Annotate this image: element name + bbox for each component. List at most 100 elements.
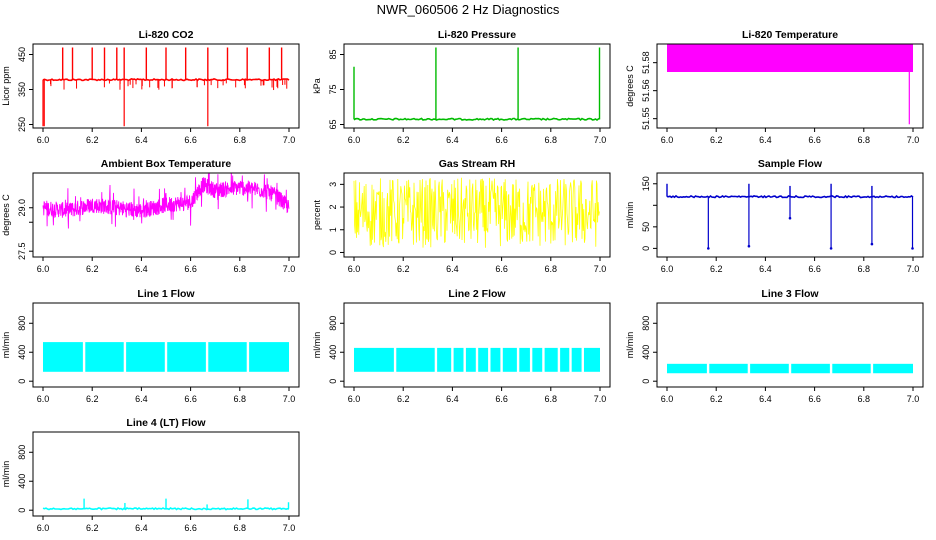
data-band bbox=[571, 347, 582, 372]
x-tick-label: 7.0 bbox=[283, 135, 296, 145]
x-tick-label: 6.8 bbox=[234, 394, 247, 404]
x-tick-label: 6.0 bbox=[661, 394, 674, 404]
y-tick-label: 800 bbox=[328, 316, 338, 331]
x-tick-label: 6.0 bbox=[37, 135, 50, 145]
x-tick-label: 6.4 bbox=[446, 394, 459, 404]
x-tick-label: 6.4 bbox=[135, 394, 148, 404]
x-tick-label: 6.8 bbox=[858, 264, 871, 274]
x-tick-label: 6.6 bbox=[808, 394, 821, 404]
y-axis-label: degrees C bbox=[1, 194, 11, 236]
x-tick-label: 6.6 bbox=[495, 135, 508, 145]
x-tick-label: 7.0 bbox=[594, 264, 607, 274]
y-tick-label: 400 bbox=[17, 474, 27, 489]
y-tick-label: 400 bbox=[641, 345, 651, 360]
data-band bbox=[532, 347, 543, 372]
data-point bbox=[911, 247, 914, 250]
x-tick-label: 6.4 bbox=[446, 264, 459, 274]
y-tick-label: 0 bbox=[328, 379, 338, 384]
data-point bbox=[829, 247, 833, 250]
data-band bbox=[126, 342, 165, 372]
x-tick-label: 6.0 bbox=[661, 135, 674, 145]
x-tick-label: 6.6 bbox=[184, 394, 197, 404]
plot-area bbox=[667, 44, 913, 125]
figure-title: NWR_060506 2 Hz Diagnostics bbox=[376, 2, 560, 17]
data-band bbox=[490, 347, 501, 372]
x-tick-label: 6.2 bbox=[397, 264, 410, 274]
plot-frame bbox=[343, 172, 611, 258]
y-axis-label: ml/min bbox=[625, 332, 635, 359]
plot-frame bbox=[656, 172, 924, 258]
y-axis-label: ml/min bbox=[1, 332, 11, 359]
x-tick-label: 7.0 bbox=[283, 523, 296, 533]
x-tick-label: 6.4 bbox=[446, 135, 459, 145]
x-tick-label: 7.0 bbox=[283, 394, 296, 404]
y-tick-label: 51.56 bbox=[641, 79, 651, 102]
data-band bbox=[85, 342, 124, 372]
panel-title: Li-820 Pressure bbox=[438, 29, 516, 41]
data-band bbox=[437, 347, 452, 372]
panel-title: Line 3 Flow bbox=[761, 288, 819, 300]
y-tick-label: 2 bbox=[328, 205, 338, 210]
data-point bbox=[747, 244, 751, 248]
data-band bbox=[465, 347, 476, 372]
data-band bbox=[354, 347, 394, 372]
x-tick-label: 6.8 bbox=[858, 135, 871, 145]
x-tick-label: 7.0 bbox=[283, 264, 296, 274]
panel-title: Line 2 Flow bbox=[448, 288, 506, 300]
panel-4: Ambient Box Temperature degrees C 6.0 6.2 6.… bbox=[1, 158, 300, 274]
plot-area bbox=[42, 498, 290, 511]
data-point bbox=[870, 242, 874, 246]
y-tick-label: 400 bbox=[328, 345, 338, 360]
x-tick-label: 6.6 bbox=[184, 135, 197, 145]
x-tick-label: 6.8 bbox=[234, 264, 247, 274]
data-band bbox=[750, 363, 789, 374]
plot-area bbox=[666, 183, 914, 250]
x-tick-label: 6.4 bbox=[135, 523, 148, 533]
y-tick-label: 800 bbox=[17, 445, 27, 460]
y-tick-label: 0 bbox=[641, 246, 651, 251]
data-band bbox=[583, 347, 600, 372]
data-band bbox=[832, 363, 871, 374]
x-tick-label: 6.4 bbox=[759, 135, 772, 145]
x-tick-label: 6.6 bbox=[495, 264, 508, 274]
plot-area bbox=[42, 47, 290, 127]
panel-title: Sample Flow bbox=[758, 158, 823, 170]
data-band bbox=[249, 342, 289, 372]
data-band bbox=[667, 44, 913, 72]
x-tick-label: 6.2 bbox=[86, 394, 99, 404]
y-tick-label: 85 bbox=[328, 49, 338, 59]
y-tick-label: 1 bbox=[328, 227, 338, 232]
data-band bbox=[167, 342, 206, 372]
data-band bbox=[208, 342, 247, 372]
x-tick-label: 6.8 bbox=[545, 264, 558, 274]
y-tick-label: 75 bbox=[328, 84, 338, 94]
x-tick-label: 6.2 bbox=[397, 135, 410, 145]
y-tick-label: 3 bbox=[328, 182, 338, 187]
x-tick-label: 7.0 bbox=[594, 135, 607, 145]
x-tick-label: 6.2 bbox=[86, 264, 99, 274]
y-tick-label: 0 bbox=[641, 379, 651, 384]
x-tick-label: 6.0 bbox=[37, 394, 50, 404]
plot-area bbox=[353, 177, 600, 248]
plot-area bbox=[667, 363, 913, 374]
data-band bbox=[791, 363, 830, 374]
y-tick-label: 65 bbox=[328, 119, 338, 129]
y-tick-label: 250 bbox=[17, 117, 27, 132]
data-point bbox=[707, 247, 710, 250]
panel-title: Line 1 Flow bbox=[137, 288, 195, 300]
y-tick-label: 50 bbox=[641, 222, 651, 232]
y-axis-label: Licor ppm bbox=[1, 66, 11, 106]
panel-title: Li-820 CO2 bbox=[139, 29, 194, 41]
panel-5: Gas Stream RH percent 6.0 6.2 6.4 6.6 6.8 7.0 0 1… bbox=[312, 158, 611, 274]
panel-10: Line 4 (LT) Flow ml/min 6.0 6.2 6.4 6.6 6.8 7.0… bbox=[1, 417, 300, 533]
data-band bbox=[560, 347, 570, 372]
data-band bbox=[396, 347, 435, 372]
panel-1: Li-820 CO2 Licor ppm 6.0 6.2 6.4 6.6 6.8 7.0 250… bbox=[1, 29, 300, 145]
x-tick-label: 6.0 bbox=[37, 523, 50, 533]
y-axis-label: ml/min bbox=[312, 332, 322, 359]
x-tick-label: 6.0 bbox=[348, 264, 361, 274]
data-band bbox=[502, 347, 517, 372]
x-tick-label: 6.8 bbox=[545, 394, 558, 404]
panel-3: Li-820 Temperature degrees C 6.0 6.2 6.4 6.6 6… bbox=[625, 29, 924, 145]
